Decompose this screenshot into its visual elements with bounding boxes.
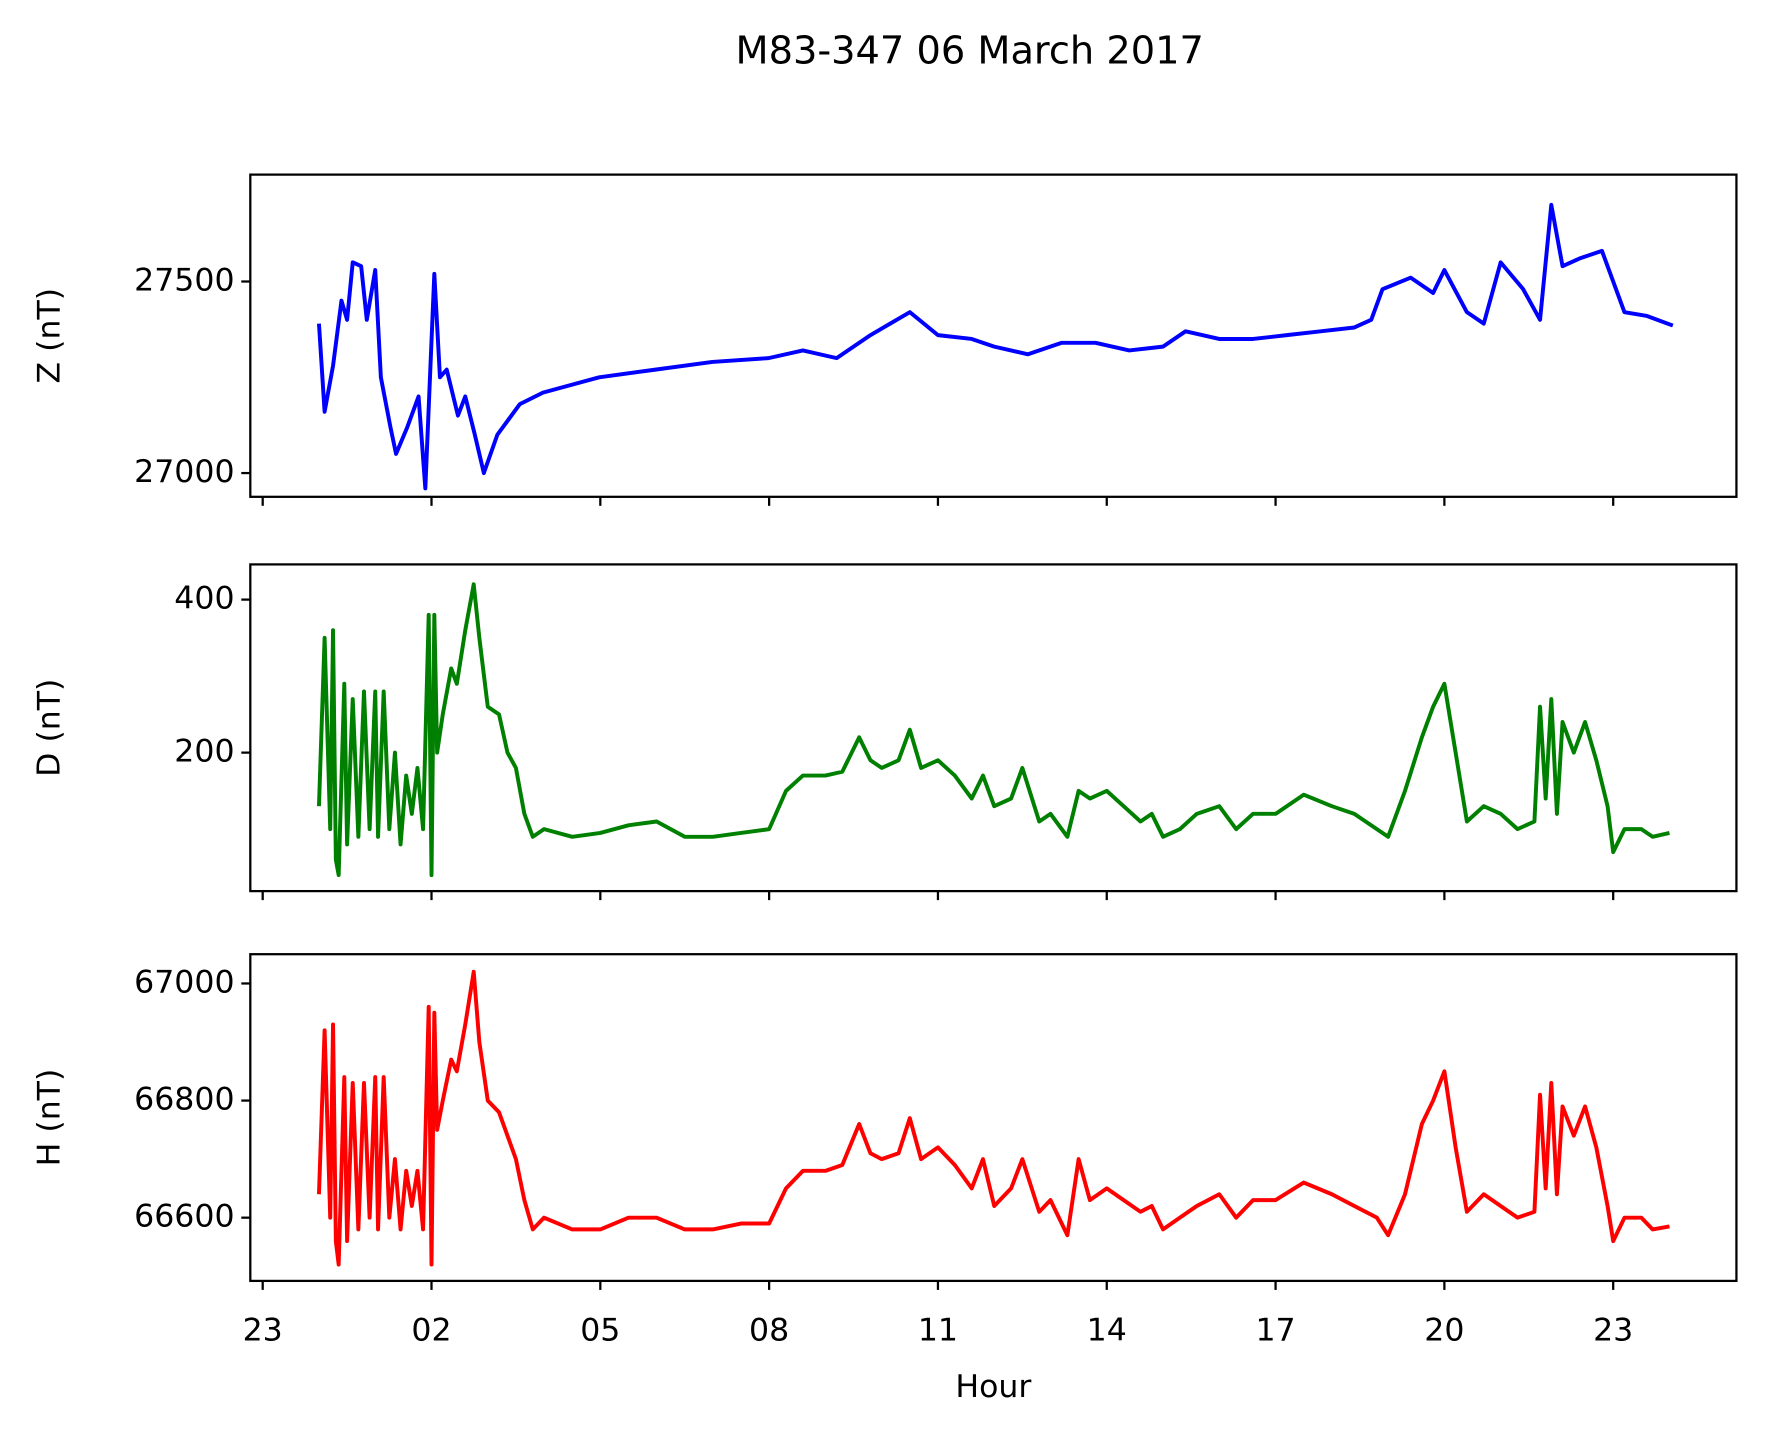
x-tick-label: 17	[1255, 1313, 1295, 1349]
axes-frame	[249, 563, 1738, 893]
y-axis-label: H (nT)	[32, 1069, 68, 1167]
x-tick-label: 23	[1593, 1313, 1633, 1349]
x-tick-label: 14	[1087, 1313, 1127, 1349]
x-axis-label: Hour	[955, 1369, 1031, 1405]
data-line	[316, 969, 1670, 1267]
axes-frame	[249, 953, 1738, 1283]
y-tick-label: 27500	[134, 263, 234, 299]
x-tick-label: 08	[749, 1313, 789, 1349]
chart-title: M83-347 06 March 2017	[736, 28, 1204, 73]
y-tick-label: 400	[174, 581, 234, 617]
x-tick-label: 02	[411, 1313, 451, 1349]
axes-frame	[249, 173, 1738, 498]
data-line	[316, 202, 1674, 491]
x-tick-label: 23	[243, 1313, 283, 1349]
y-tick-label: 67000	[134, 964, 234, 1000]
data-line	[316, 582, 1670, 878]
y-axis-label: D (nT)	[32, 679, 68, 777]
y-axis-label: Z (nT)	[32, 288, 68, 383]
y-tick-label: 66800	[134, 1082, 234, 1118]
x-tick-label: 11	[918, 1313, 958, 1349]
x-tick-label: 05	[580, 1313, 620, 1349]
x-tick-label: 20	[1424, 1313, 1464, 1349]
y-tick-label: 27000	[134, 454, 234, 490]
y-tick-label: 66600	[134, 1199, 234, 1235]
y-tick-label: 200	[174, 734, 234, 770]
